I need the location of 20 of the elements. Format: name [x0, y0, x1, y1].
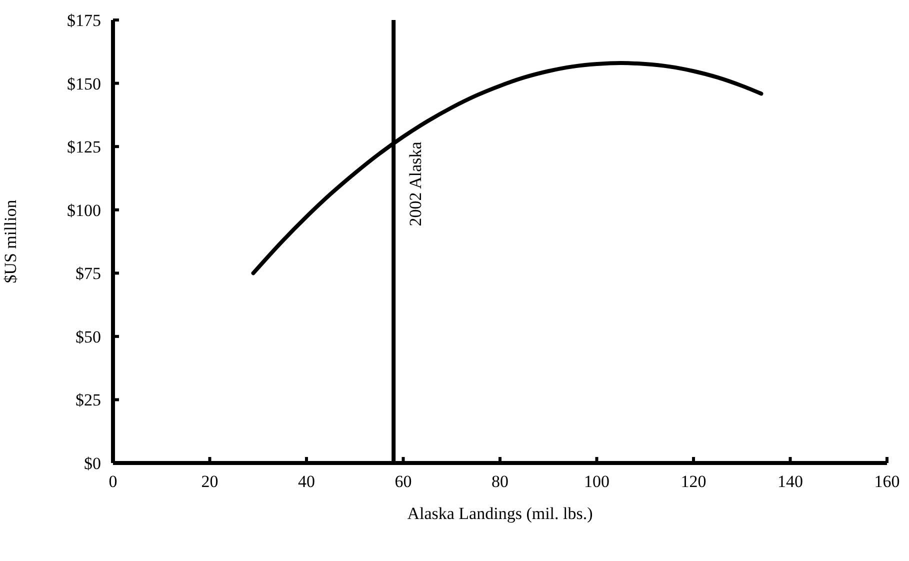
x-tick-label: 60 [394, 472, 412, 492]
x-tick-label: 100 [584, 472, 610, 492]
y-tick-label: $100 [67, 200, 101, 220]
x-tick-label: 0 [108, 472, 118, 492]
y-axis-title: $US million [1, 199, 20, 284]
x-tick-label: 160 [874, 472, 900, 492]
y-tick-label: $150 [67, 74, 101, 94]
y-tick-label: $125 [67, 138, 101, 157]
x-axis-title: Alaska Landings (mil. lbs.) [407, 504, 593, 523]
x-tick-label: 80 [492, 472, 508, 492]
x-tick-label: 40 [298, 472, 315, 492]
y-tick-label: $50 [76, 327, 101, 346]
x-tick-label: 140 [778, 472, 803, 492]
y-tick-label: $175 [67, 11, 101, 30]
y-tick-label: $75 [76, 264, 101, 284]
x-tick-label: 20 [201, 472, 218, 492]
x-tick-label: 120 [680, 472, 706, 492]
y-tick-label: $25 [76, 390, 101, 410]
y-tick-label: $0 [84, 454, 101, 474]
ref-line-label: 2002 Alaska [406, 141, 426, 226]
